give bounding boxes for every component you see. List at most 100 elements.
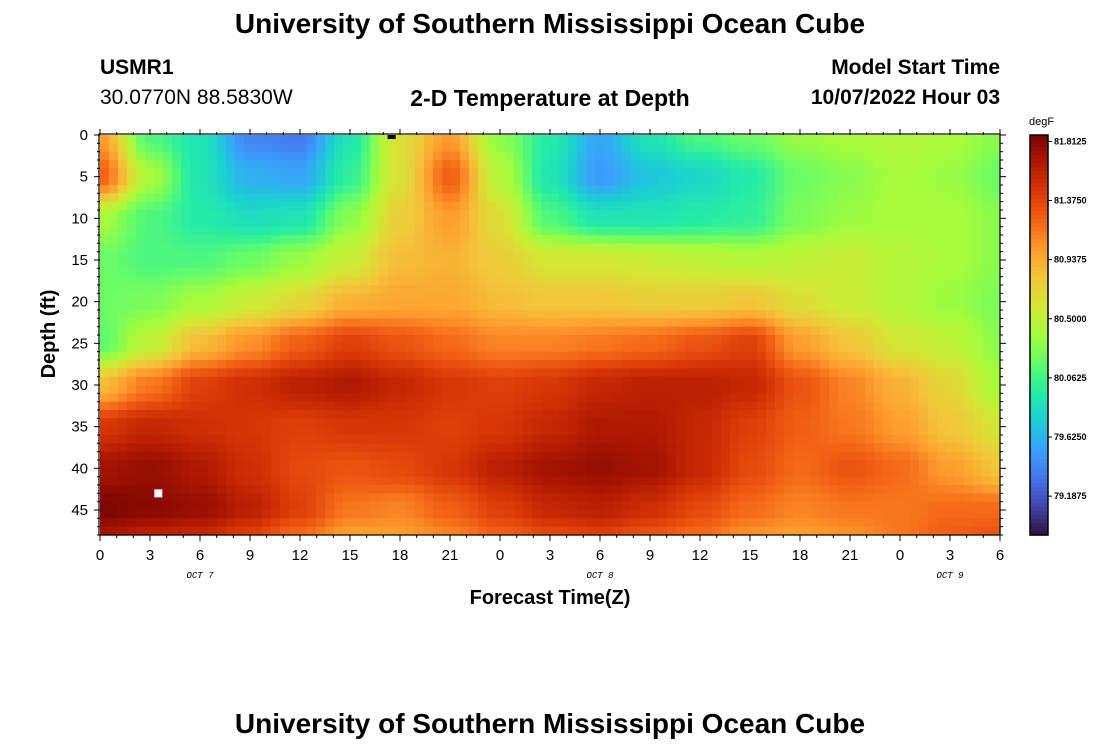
heatmap-cell: [874, 201, 884, 211]
heatmap-cell: [145, 368, 155, 378]
heatmap-cell: [820, 193, 830, 203]
heatmap-cell: [847, 368, 857, 378]
heatmap-cell: [343, 276, 353, 286]
heatmap-cell: [919, 218, 929, 228]
heatmap-cell: [982, 335, 992, 344]
heatmap-cell: [316, 160, 326, 169]
heatmap-cell: [982, 143, 992, 153]
heatmap-cell: [622, 443, 632, 453]
heatmap-cell: [964, 160, 974, 169]
heatmap-cell: [856, 143, 866, 153]
heatmap-cell: [181, 360, 191, 369]
heatmap-cell: [343, 318, 353, 328]
heatmap-cell: [208, 485, 218, 494]
heatmap-cell: [541, 235, 551, 244]
heatmap-cell: [478, 326, 488, 336]
heatmap-cell: [226, 135, 236, 144]
heatmap-cell: [586, 285, 596, 294]
heatmap-cell: [217, 160, 227, 169]
heatmap-cell: [523, 151, 533, 161]
heatmap-cell: [406, 376, 416, 386]
heatmap-cell: [352, 451, 362, 461]
heatmap-cell: [982, 168, 992, 178]
heatmap-cell: [955, 385, 965, 394]
heatmap-cell: [217, 201, 227, 211]
heatmap-cell: [604, 451, 614, 461]
heatmap-cell: [991, 360, 1001, 369]
heatmap-cell: [982, 293, 992, 303]
heatmap-cell: [172, 301, 182, 311]
heatmap-cell: [748, 218, 758, 228]
heatmap-cell: [343, 418, 353, 428]
heatmap-cell: [793, 318, 803, 328]
heatmap-cell: [901, 268, 911, 278]
heatmap-cell: [820, 251, 830, 261]
heatmap-cell: [208, 210, 218, 219]
heatmap-cell: [892, 210, 902, 219]
heatmap-cell: [307, 460, 317, 469]
heatmap-cell: [325, 493, 335, 503]
heatmap-cell: [865, 393, 875, 403]
heatmap-cell: [514, 368, 524, 378]
heatmap-cell: [991, 160, 1001, 169]
heatmap-cell: [487, 318, 497, 328]
heatmap-cell: [415, 385, 425, 394]
heatmap-cell: [703, 501, 713, 511]
heatmap-cell: [910, 451, 920, 461]
heatmap-cell: [577, 518, 587, 528]
heatmap-cell: [271, 243, 281, 253]
heatmap-cell: [271, 168, 281, 178]
heatmap-cell: [406, 226, 416, 236]
heatmap-cell: [775, 410, 785, 419]
heatmap-cell: [667, 268, 677, 278]
heatmap-cell: [181, 135, 191, 144]
heatmap-cell: [757, 160, 767, 169]
heatmap-cell: [892, 168, 902, 178]
heatmap-cell: [937, 426, 947, 436]
heatmap-cell: [505, 376, 515, 386]
heatmap-cell: [793, 426, 803, 436]
heatmap-cell: [343, 351, 353, 361]
heatmap-cell: [829, 435, 839, 444]
heatmap-cell: [172, 510, 182, 519]
heatmap-cell: [478, 293, 488, 303]
heatmap-cell: [595, 276, 605, 286]
heatmap-cell: [901, 360, 911, 369]
heatmap-cell: [388, 401, 398, 411]
heatmap-cell: [118, 526, 128, 536]
heatmap-cell: [820, 235, 830, 244]
heatmap-cell: [262, 343, 272, 353]
heatmap-cell: [379, 518, 389, 528]
heatmap-cell: [172, 285, 182, 294]
heatmap-cell: [442, 176, 452, 186]
heatmap-cell: [100, 326, 110, 336]
heatmap-cell: [235, 501, 245, 511]
heatmap-cell: [667, 468, 677, 478]
heatmap-cell: [334, 376, 344, 386]
heatmap-cell: [586, 226, 596, 236]
heatmap-cell: [964, 435, 974, 444]
heatmap-cell: [145, 360, 155, 369]
heatmap-cell: [604, 426, 614, 436]
heatmap-cell: [748, 301, 758, 311]
heatmap-cell: [955, 401, 965, 411]
heatmap-cell: [640, 360, 650, 369]
heatmap-cell: [235, 310, 245, 319]
heatmap-cell: [919, 160, 929, 169]
heatmap-cell: [172, 401, 182, 411]
heatmap-cell: [343, 451, 353, 461]
heatmap-cell: [163, 168, 173, 178]
heatmap-cell: [928, 510, 938, 519]
heatmap-cell: [208, 460, 218, 469]
heatmap-cell: [118, 301, 128, 311]
heatmap-cell: [451, 485, 461, 494]
heatmap-cell: [523, 493, 533, 503]
heatmap-cell: [730, 176, 740, 186]
heatmap-cell: [649, 510, 659, 519]
heatmap-cell: [955, 151, 965, 161]
heatmap-cell: [640, 451, 650, 461]
heatmap-cell: [613, 351, 623, 361]
heatmap-cell: [181, 201, 191, 211]
heatmap-cell: [766, 368, 776, 378]
heatmap-cell: [487, 351, 497, 361]
